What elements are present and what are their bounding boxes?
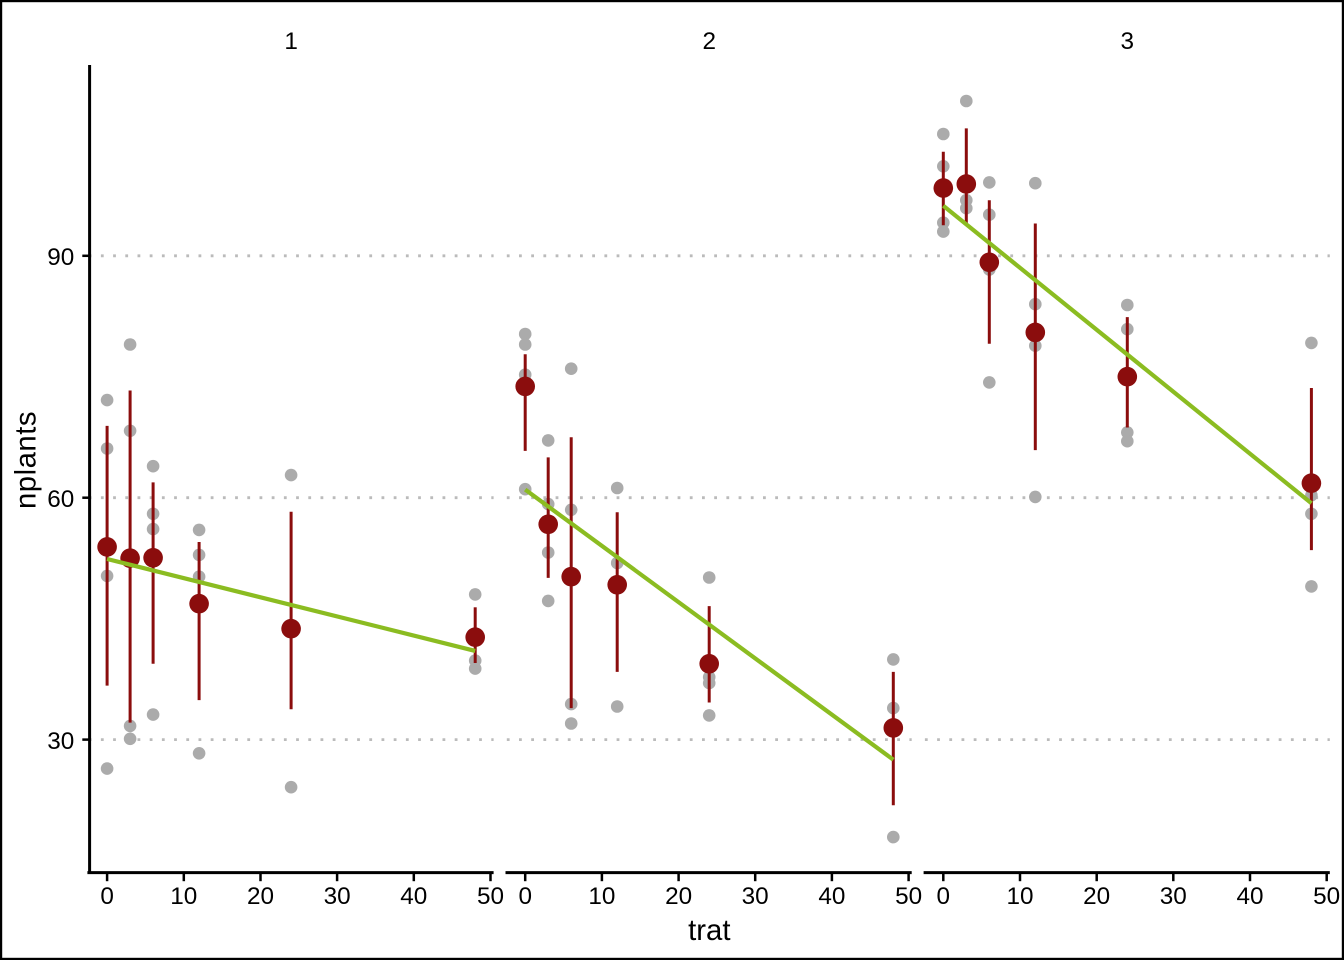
- svg-text:20: 20: [1083, 883, 1110, 910]
- svg-text:60: 60: [47, 486, 74, 513]
- svg-text:10: 10: [170, 883, 197, 910]
- svg-text:20: 20: [247, 883, 274, 910]
- svg-text:90: 90: [47, 244, 74, 271]
- svg-text:nplants: nplants: [10, 411, 43, 509]
- svg-text:30: 30: [742, 883, 769, 910]
- svg-text:50: 50: [895, 883, 922, 910]
- svg-text:50: 50: [477, 883, 504, 910]
- svg-text:30: 30: [47, 728, 74, 755]
- svg-text:20: 20: [665, 883, 692, 910]
- svg-text:0: 0: [937, 883, 951, 910]
- svg-text:1: 1: [284, 28, 298, 55]
- svg-text:40: 40: [1236, 883, 1263, 910]
- svg-text:10: 10: [1006, 883, 1033, 910]
- svg-text:trat: trat: [688, 914, 730, 947]
- svg-text:3: 3: [1121, 28, 1135, 55]
- svg-text:40: 40: [400, 883, 427, 910]
- svg-text:2: 2: [702, 28, 716, 55]
- svg-text:50: 50: [1313, 883, 1340, 910]
- svg-text:0: 0: [100, 883, 114, 910]
- svg-text:10: 10: [588, 883, 615, 910]
- svg-text:30: 30: [1160, 883, 1187, 910]
- svg-text:0: 0: [518, 883, 532, 910]
- svg-text:30: 30: [324, 883, 351, 910]
- svg-text:40: 40: [818, 883, 845, 910]
